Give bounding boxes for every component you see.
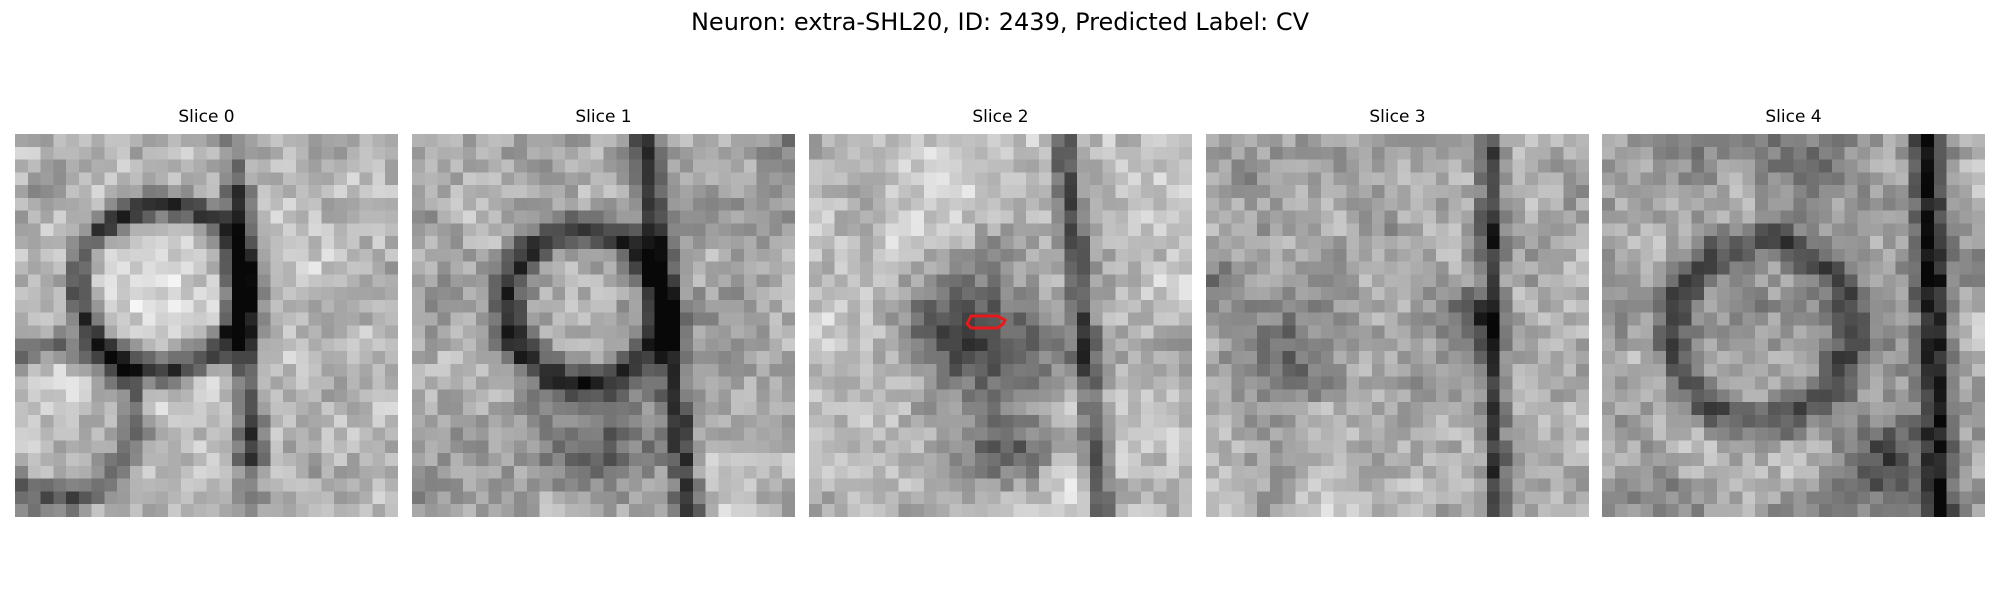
slice-title: Slice 0 <box>178 107 235 127</box>
slice-title: Slice 4 <box>1765 107 1822 127</box>
slice-title: Slice 1 <box>575 107 632 127</box>
slice-title: Slice 3 <box>1369 107 1426 127</box>
slice-title: Slice 2 <box>972 107 1029 127</box>
figure-title: Neuron: extra-SHL20, ID: 2439, Predicted… <box>690 8 1310 36</box>
slice-image <box>1602 134 1985 517</box>
slice-image <box>15 134 398 517</box>
slice-image <box>1206 134 1589 517</box>
slice-image <box>412 134 795 517</box>
slice-image <box>809 134 1192 517</box>
